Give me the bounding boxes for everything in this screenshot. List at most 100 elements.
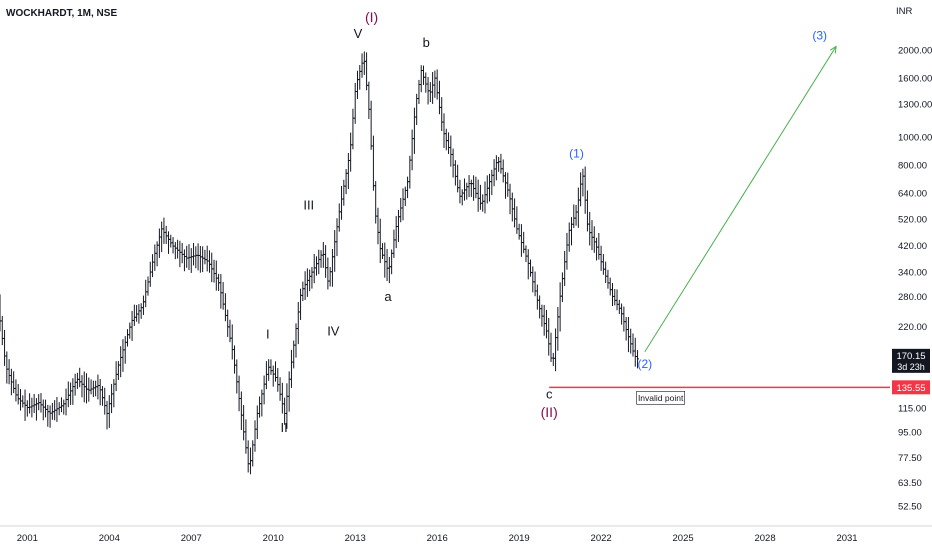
candle	[3, 329, 7, 366]
candle	[453, 160, 457, 186]
candle	[59, 397, 63, 413]
price-axis[interactable]: 2000.00 1600.00 1300.00 1000.00 800.00 640.00…	[898, 46, 932, 513]
candle	[278, 377, 282, 401]
candle	[376, 207, 380, 245]
candle	[144, 279, 148, 308]
candle	[130, 310, 134, 342]
candle	[246, 440, 250, 473]
candle	[515, 206, 519, 234]
candle	[253, 420, 257, 452]
candle	[126, 329, 130, 347]
candle	[581, 168, 585, 197]
candle	[572, 204, 576, 229]
candle	[5, 351, 9, 384]
candle	[30, 397, 34, 418]
candle	[66, 381, 70, 408]
bar-countdown: 3d 23h	[897, 362, 925, 372]
candle	[633, 337, 637, 367]
candle	[381, 243, 385, 260]
invalidation-price-tag[interactable]: 135.55	[892, 380, 930, 395]
time-axis[interactable]: 2001 2004 2007 2010 2013 2016 2019 2022 2025 2028…	[0, 525, 932, 544]
candle	[440, 97, 444, 132]
candle	[16, 384, 20, 405]
candle	[80, 375, 84, 398]
candle	[305, 268, 309, 297]
candle	[0, 294, 2, 332]
candle	[182, 249, 186, 272]
candle	[39, 393, 43, 413]
candle	[565, 232, 569, 270]
candle	[189, 248, 193, 273]
candle	[228, 319, 232, 343]
candle	[412, 107, 416, 154]
candle	[371, 135, 375, 191]
candle	[590, 220, 594, 251]
candle	[251, 440, 255, 467]
candle	[267, 359, 271, 381]
candle	[196, 243, 200, 271]
candle	[242, 405, 246, 441]
candle	[629, 328, 633, 354]
candle	[230, 324, 234, 360]
wave-label: b	[423, 35, 430, 50]
x-tick-label: 2025	[673, 533, 694, 544]
candle	[367, 81, 371, 119]
candle	[255, 405, 259, 440]
candle	[542, 304, 546, 336]
candle	[185, 245, 189, 268]
candle	[513, 198, 517, 228]
candle	[447, 132, 451, 154]
invalid-point-text: Invalid point	[638, 393, 684, 403]
candle	[503, 172, 507, 199]
candle	[615, 289, 619, 311]
candle	[494, 155, 498, 181]
candle	[579, 172, 583, 207]
x-tick-label: 2022	[591, 533, 612, 544]
candle	[351, 108, 355, 150]
candle	[62, 399, 66, 415]
candle	[64, 388, 68, 416]
y-tick-label: 1600.00	[898, 74, 932, 85]
y-tick-label: 115.00	[898, 403, 926, 414]
candle	[148, 261, 152, 287]
candle	[597, 233, 601, 260]
candle	[87, 377, 91, 402]
candle	[32, 393, 36, 414]
candle	[48, 405, 52, 428]
candle	[337, 203, 341, 232]
wave-label: (I)	[365, 9, 378, 25]
candle	[330, 248, 334, 287]
candle	[301, 281, 305, 302]
last-price-tag-bg	[892, 348, 930, 373]
x-tick-label: 2019	[509, 533, 530, 544]
candle	[75, 372, 79, 389]
candle	[237, 375, 241, 412]
y-tick-label: 63.50	[898, 478, 922, 489]
candle	[563, 250, 567, 286]
candle	[617, 299, 621, 314]
candle	[342, 179, 346, 206]
candle	[98, 378, 102, 406]
candle	[394, 216, 398, 249]
candle	[85, 373, 89, 404]
candle	[567, 222, 571, 252]
candle	[317, 249, 321, 275]
candle	[485, 175, 489, 204]
candle	[321, 241, 325, 268]
wave-label: I	[266, 327, 270, 342]
candle	[264, 361, 268, 390]
candle	[169, 234, 173, 248]
candle	[55, 397, 59, 422]
candle	[583, 166, 587, 214]
candle	[326, 257, 330, 290]
candle	[558, 282, 562, 332]
candle	[324, 245, 328, 278]
candle	[41, 399, 45, 421]
projection-arrow-line[interactable]	[644, 46, 837, 353]
candle	[94, 380, 98, 397]
candle	[274, 361, 278, 382]
candle	[419, 65, 423, 93]
